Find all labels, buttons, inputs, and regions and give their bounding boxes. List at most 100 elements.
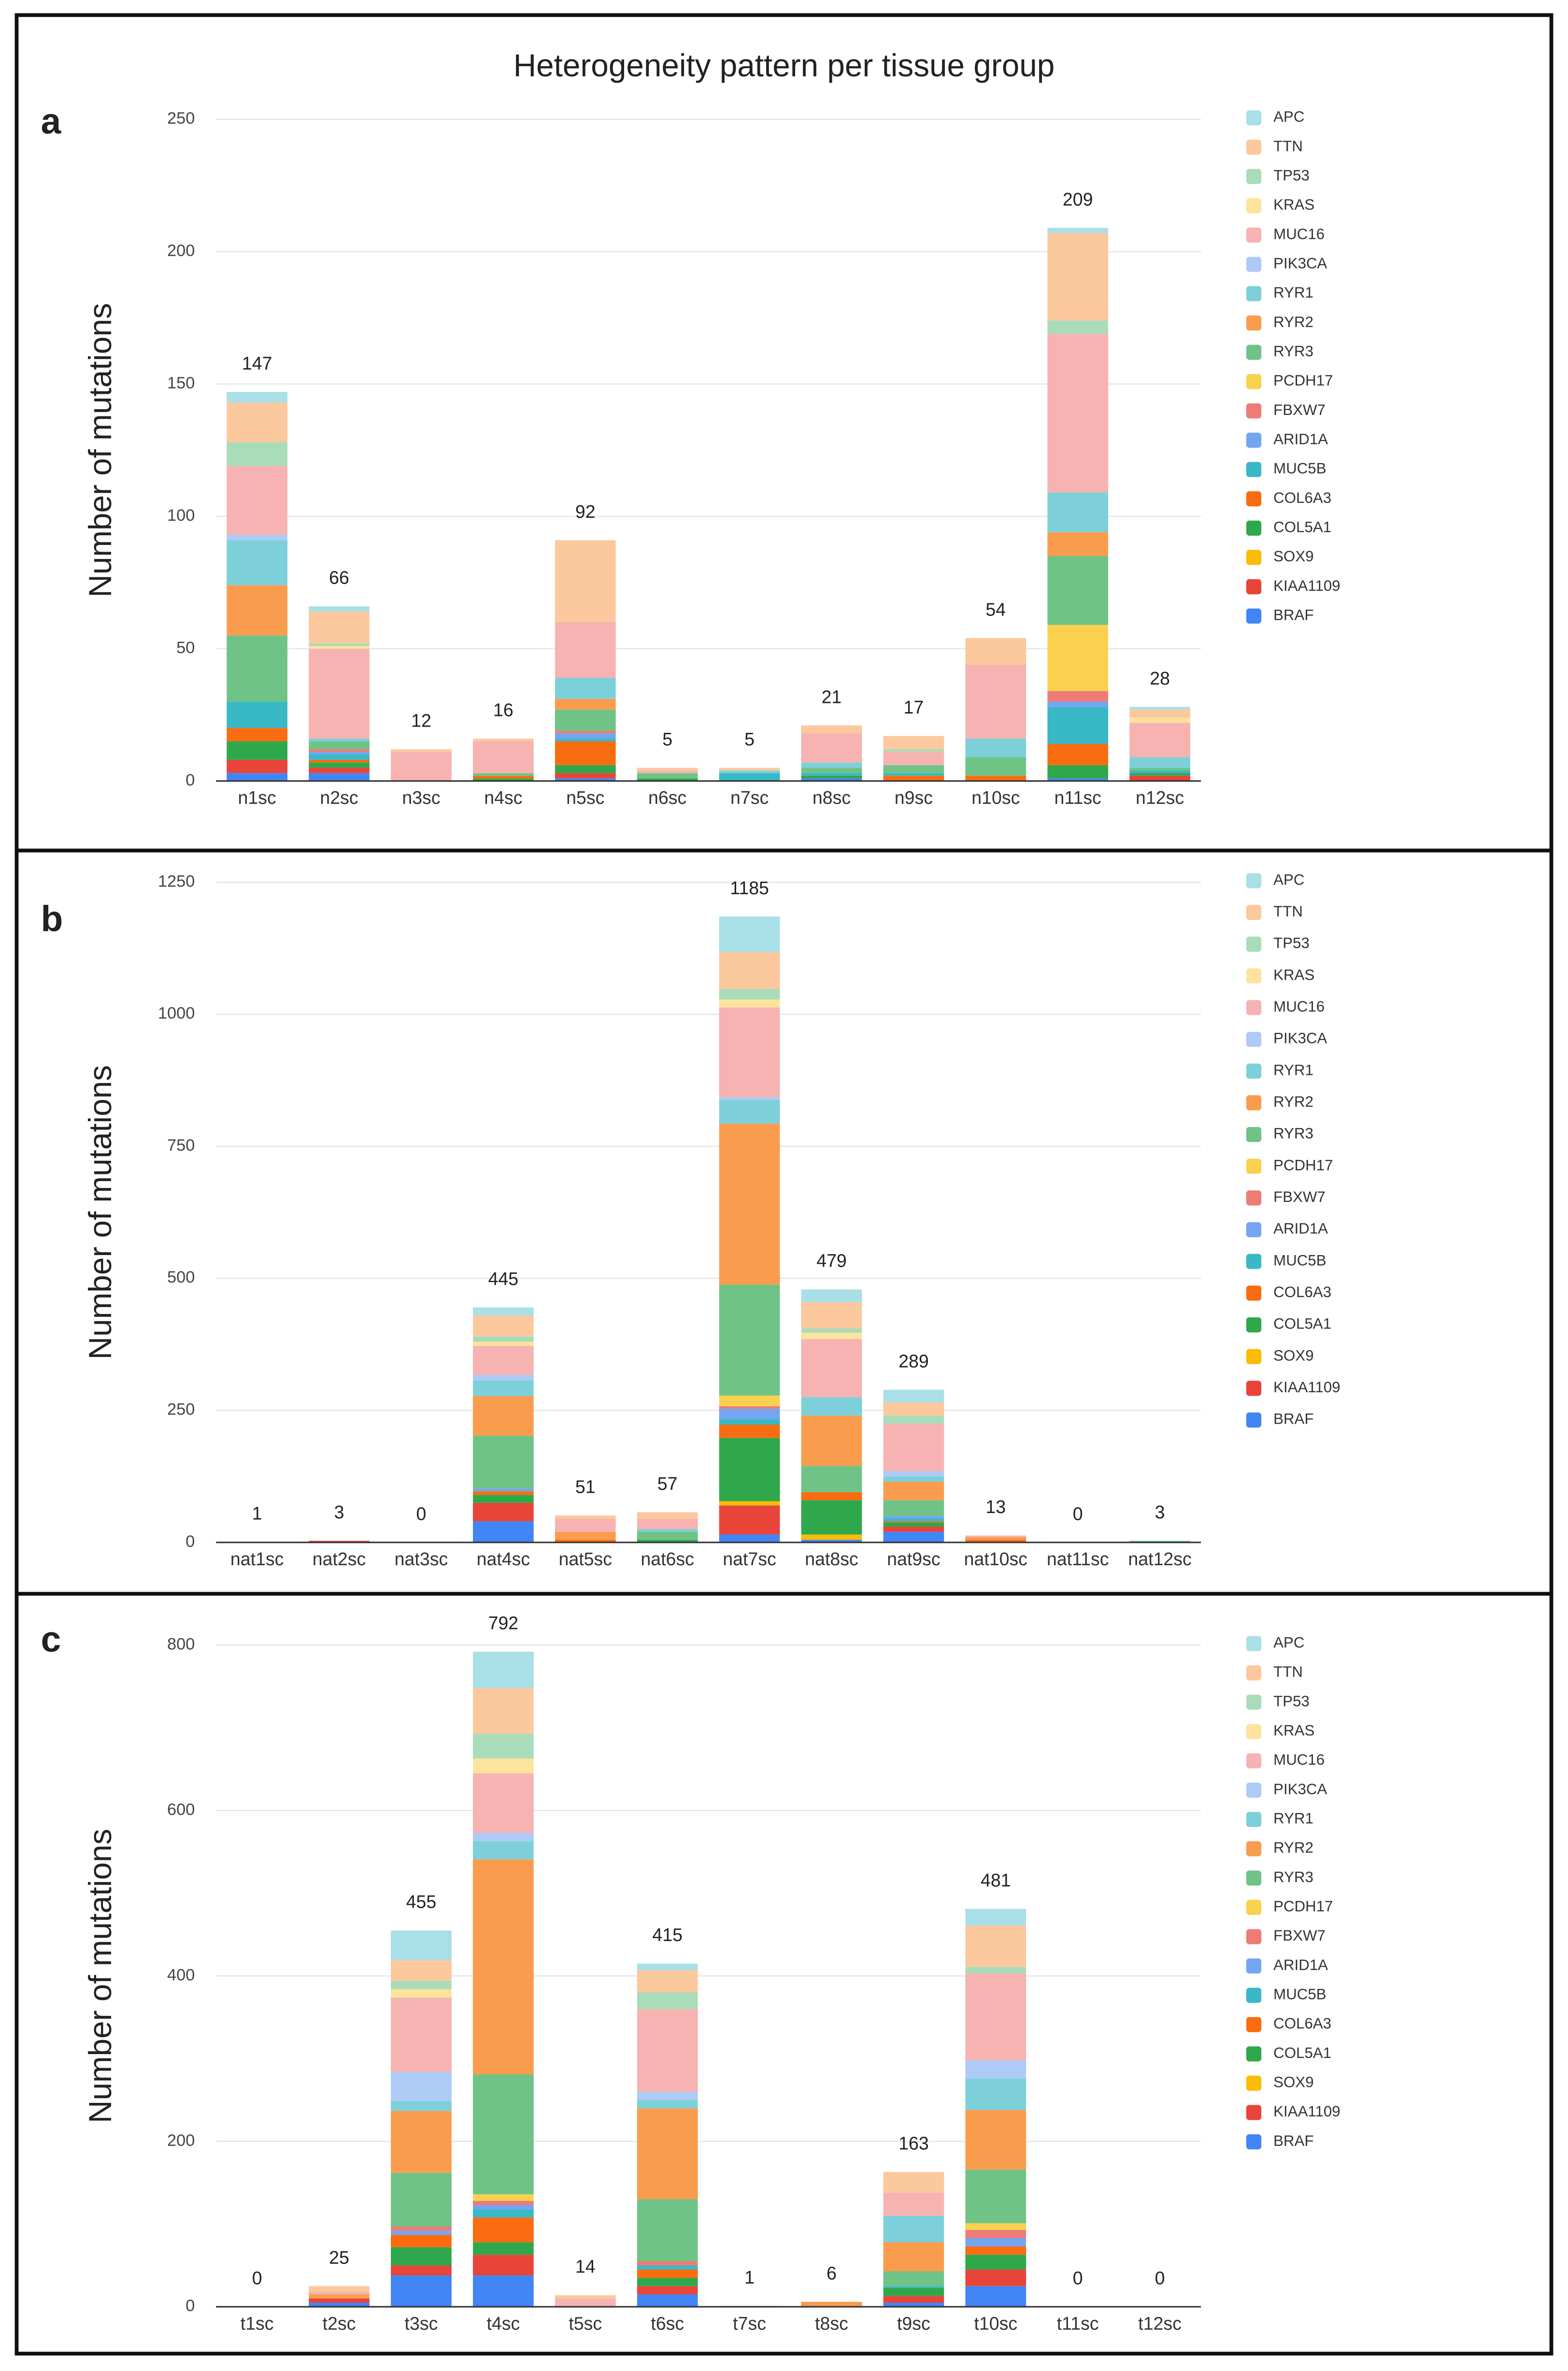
- bar-segment: [473, 1396, 534, 1436]
- total-label: 0: [1073, 2268, 1083, 2288]
- bar-segment: [719, 916, 780, 952]
- legend-label: SOX9: [1273, 1347, 1313, 1364]
- bar-segment: [883, 1500, 944, 1516]
- bar-segment: [555, 730, 616, 734]
- bar-segment: [473, 773, 534, 776]
- legend-label: MUC5B: [1273, 1252, 1326, 1269]
- legend-label: RYR2: [1273, 314, 1313, 330]
- total-label: 16: [493, 700, 513, 720]
- x-tick-label: n5sc: [566, 787, 604, 808]
- y-tick-label: 400: [167, 1966, 195, 1984]
- bar-segment: [883, 2287, 944, 2296]
- bar-segment: [719, 768, 780, 771]
- legend-label: RYR2: [1273, 1093, 1313, 1110]
- bar-segment: [965, 2229, 1026, 2238]
- bar-segment: [719, 1097, 780, 1100]
- bar-segment: [391, 2265, 452, 2276]
- legend-swatch: [1246, 1958, 1262, 1974]
- total-label: 3: [1155, 1502, 1165, 1522]
- bar-segment: [227, 585, 288, 636]
- bar-segment: [309, 2294, 370, 2299]
- legend-label: RYR3: [1273, 1869, 1313, 1885]
- legend-label: COL6A3: [1273, 489, 1331, 506]
- legend-label: MUC16: [1273, 998, 1325, 1015]
- bar-segment: [965, 1909, 1026, 1926]
- bar-segment: [719, 1419, 780, 1425]
- bar-segment: [1047, 707, 1109, 744]
- bar-segment: [883, 2242, 944, 2271]
- total-label: 3: [334, 1502, 344, 1522]
- bar-segment: [1129, 717, 1190, 723]
- bar-segment: [637, 1512, 698, 1519]
- bar-segment: [965, 1535, 1026, 1537]
- bar-segment: [965, 638, 1026, 665]
- legend-label: RYR2: [1273, 1839, 1313, 1856]
- y-tick-label: 600: [167, 1800, 195, 1819]
- bar-segment: [719, 1100, 780, 1124]
- bar-segment: [801, 1466, 862, 1492]
- legend-swatch: [1246, 1782, 1262, 1798]
- bar-segment: [965, 1540, 1026, 1543]
- bar-segment: [801, 762, 862, 768]
- legend-label: ARID1A: [1273, 1957, 1328, 1973]
- bar-segment: [719, 1424, 780, 1438]
- legend-swatch: [1246, 110, 1262, 126]
- bar-segment: [965, 664, 1026, 739]
- legend-swatch: [1246, 1753, 1262, 1769]
- bar-segment: [883, 2192, 944, 2216]
- panel-label: b: [41, 898, 63, 939]
- bar-segment: [719, 1406, 780, 1409]
- bar-segment: [1047, 532, 1109, 557]
- x-tick-label: n10sc: [971, 787, 1020, 808]
- bar-segment: [391, 1930, 452, 1960]
- bar-segment: [309, 1541, 370, 1543]
- x-tick-label: nat5sc: [559, 1549, 613, 1569]
- total-label: 12: [411, 711, 431, 731]
- bar-segment: [309, 759, 370, 763]
- y-tick-label: 750: [167, 1136, 195, 1155]
- legend-label: PCDH17: [1273, 1898, 1333, 1915]
- bar-segment: [391, 2071, 452, 2101]
- legend-label: APC: [1273, 871, 1304, 888]
- legend-swatch: [1246, 1987, 1262, 2003]
- bar-segment: [473, 1495, 534, 1503]
- legend-swatch: [1246, 198, 1262, 214]
- legend-label: MUC5B: [1273, 1986, 1326, 2003]
- total-label: 1185: [730, 878, 769, 898]
- legend-swatch: [1246, 344, 1262, 360]
- legend-swatch: [1246, 403, 1262, 419]
- x-tick-label: n11sc: [1055, 787, 1101, 808]
- legend-swatch: [1246, 579, 1262, 595]
- bar-segment: [473, 2255, 534, 2276]
- bar-segment: [473, 1375, 534, 1381]
- legend-label: RYR3: [1273, 343, 1313, 360]
- bar-segment: [883, 1521, 944, 1523]
- bar-segment: [473, 775, 534, 779]
- y-tick-label: 0: [185, 1532, 195, 1551]
- legend-label: TP53: [1273, 1693, 1310, 1710]
- bar-segment: [473, 778, 534, 781]
- bar-segment: [473, 1652, 534, 1688]
- legend-swatch: [1246, 227, 1262, 243]
- bar-segment: [391, 2172, 452, 2227]
- bar-segment: [1129, 723, 1190, 757]
- bar-segment: [965, 2286, 1026, 2307]
- bar-segment: [555, 1540, 616, 1543]
- bar-segment: [1129, 707, 1190, 710]
- total-label: 0: [416, 1503, 427, 1524]
- bar-segment: [637, 2009, 698, 2092]
- total-label: 415: [652, 1925, 683, 1945]
- legend-swatch: [1246, 2017, 1262, 2032]
- bar-segment: [473, 1841, 534, 1859]
- legend-swatch: [1246, 1317, 1262, 1333]
- bar-segment: [883, 1476, 944, 1482]
- legend-swatch: [1246, 374, 1262, 389]
- legend-swatch: [1246, 1063, 1262, 1079]
- total-label: 0: [1073, 1503, 1083, 1524]
- bar-segment: [309, 762, 370, 768]
- bar-segment: [473, 2242, 534, 2255]
- x-tick-label: nat4sc: [477, 1549, 530, 1569]
- x-tick-label: nat6sc: [641, 1549, 694, 1569]
- legend-label: COL5A1: [1273, 2044, 1331, 2061]
- bar-segment: [637, 1531, 698, 1540]
